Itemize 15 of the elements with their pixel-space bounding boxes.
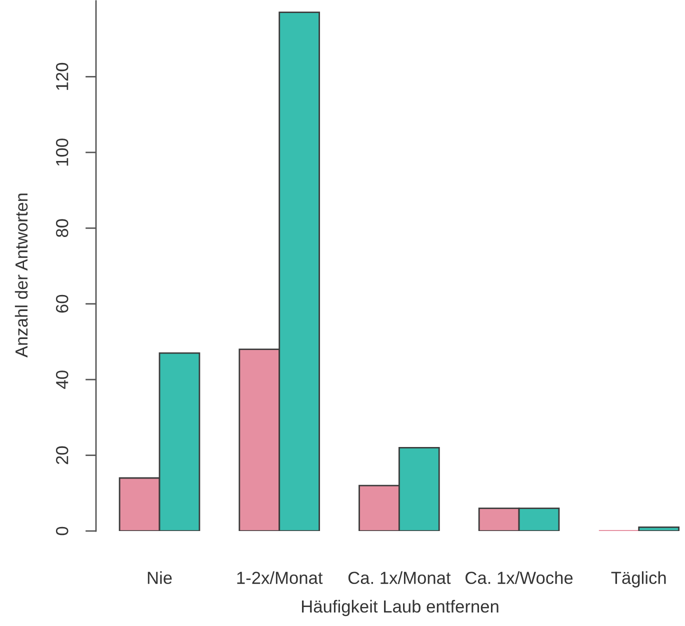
x-tick-label: Täglich — [611, 571, 666, 588]
x-axis-title: Häufigkeit Laub entfernen — [302, 600, 498, 616]
bar — [638, 526, 680, 531]
y-tick-label: 20 — [56, 446, 68, 464]
x-tick-label: Ca. 1x/Woche — [466, 571, 573, 584]
x-tick-label: 1-2x/Monat — [237, 571, 323, 584]
y-tick-label: 80 — [56, 219, 68, 238]
x-tick-label: Ca. 1x/Monat — [348, 571, 451, 584]
y-tick-label: 40 — [56, 370, 68, 389]
x-tick-label: Nie — [148, 571, 172, 584]
y-tick-label: 60 — [56, 294, 68, 313]
y-axis-title: Anzahl der Antworten — [14, 194, 28, 358]
y-tick-label: 0 — [56, 526, 68, 536]
y-tick-label: 100 — [56, 138, 68, 166]
y-tick-label: 120 — [56, 62, 68, 90]
